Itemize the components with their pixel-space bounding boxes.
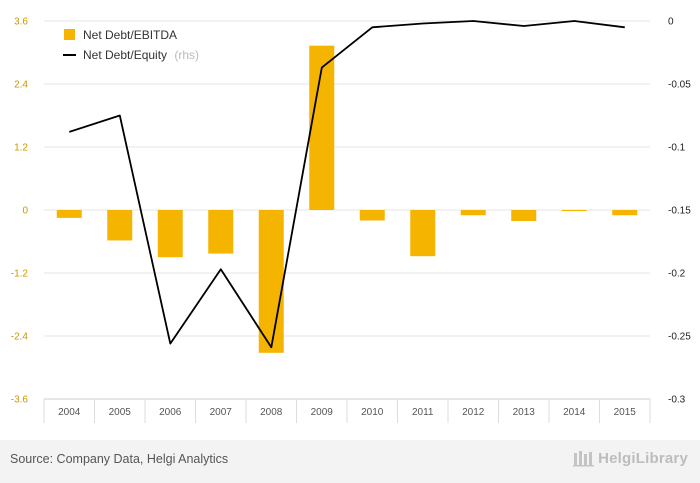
bar [157, 210, 183, 258]
bar [359, 210, 385, 221]
y-left-tick-label: -1.2 [11, 269, 29, 280]
legend-label-rhs: (rhs) [174, 48, 199, 62]
x-tick-label: 2007 [210, 407, 233, 418]
y-left-tick-label: 1.2 [14, 143, 28, 154]
y-right-tick-label: -0.05 [668, 80, 691, 91]
line-series [69, 20, 625, 349]
y-right-tick-label: -0.1 [668, 143, 686, 154]
x-tick-label: 2009 [311, 407, 334, 418]
bar [258, 210, 284, 353]
bar [561, 210, 587, 212]
y-left-tick-label: -3.6 [11, 395, 29, 406]
x-tick-label: 2012 [462, 407, 485, 418]
bar [309, 45, 335, 210]
x-tick-label: 2006 [159, 407, 182, 418]
legend-swatch-bar [64, 29, 75, 40]
x-tick-label: 2011 [412, 407, 434, 418]
bar [612, 210, 638, 216]
x-tick-label: 2010 [361, 407, 384, 418]
bar [208, 210, 234, 254]
source-text: Source: Company Data, Helgi Analytics [10, 452, 229, 466]
y-right-tick-label: -0.25 [668, 332, 691, 343]
y-left-tick-label: 3.6 [14, 17, 28, 28]
bar-series [56, 45, 638, 353]
bar [410, 210, 436, 257]
legend-label-equity: Net Debt/Equity [83, 48, 167, 62]
footer: Source: Company Data, Helgi Analytics He… [0, 440, 700, 483]
legend: Net Debt/EBITDA Net Debt/Equity (rhs) [63, 28, 199, 62]
svg-text:Net Debt/Equity (rhs): Net Debt/Equity (rhs) [83, 48, 199, 62]
x-tick-label: 2014 [563, 407, 586, 418]
x-tick-label: 2005 [109, 407, 132, 418]
y-left-tick-label: 0 [22, 206, 28, 217]
legend-label-ebitda: Net Debt/EBITDA [83, 28, 177, 42]
y-axis-left: 3.6 2.4 1.2 0 -1.2 -2.4 -3.6 [11, 17, 29, 406]
x-tick-label: 2004 [58, 407, 81, 418]
bar [511, 210, 537, 222]
bar [107, 210, 133, 241]
library-icon [573, 451, 595, 467]
chart: 2004 2005 2006 2007 2008 2009 2010 2011 2012 2013… [11, 17, 691, 423]
x-tick-label: 2008 [260, 407, 283, 418]
y-right-tick-label: -0.3 [668, 395, 686, 406]
y-axis-right: 0 -0.05 -0.1 -0.15 -0.2 -0.25 -0.3 [668, 17, 691, 406]
y-right-tick-label: -0.2 [668, 269, 686, 280]
line-path [69, 20, 625, 349]
helgi-logo[interactable]: HelgiLibrary [573, 449, 688, 467]
bar [56, 210, 82, 218]
y-left-tick-label: 2.4 [14, 80, 28, 91]
x-axis: 2004 2005 2006 2007 2008 2009 2010 2011 2012 2013… [43, 398, 651, 423]
y-left-tick-label: -2.4 [11, 332, 29, 343]
logo-text: HelgiLibrary [598, 449, 688, 467]
x-tick-label: 2015 [614, 407, 637, 418]
grid-lines [44, 20, 650, 400]
y-right-tick-label: 0 [668, 17, 674, 28]
y-right-tick-label: -0.15 [668, 206, 691, 217]
bar [460, 210, 486, 216]
x-tick-label: 2013 [513, 407, 536, 418]
